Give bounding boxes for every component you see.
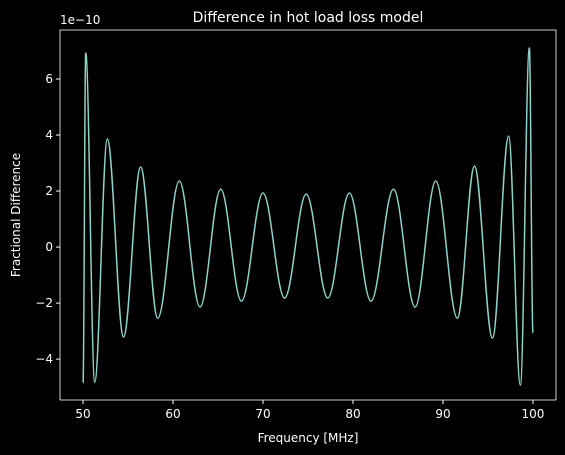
x-tick-label: 90	[435, 407, 450, 421]
chart-title: Difference in hot load loss model	[193, 10, 424, 26]
line-series	[82, 47, 534, 386]
x-axis-label: Frequency [MHz]	[258, 431, 359, 445]
y-tick-label: 6	[45, 72, 53, 86]
x-tick-label: 50	[75, 407, 90, 421]
x-tick-label: 60	[165, 407, 180, 421]
y-tick-label: 0	[45, 240, 53, 254]
x-tick-label: 70	[255, 407, 270, 421]
y-axis-label: Fractional Difference	[9, 153, 23, 277]
x-tick-label: 80	[345, 407, 360, 421]
plot-frame	[59, 29, 557, 401]
y-tick-label: −2	[35, 296, 53, 310]
y-tick-label: 2	[45, 184, 53, 198]
x-tick-label: 100	[522, 407, 545, 421]
y-tick-label: −4	[35, 352, 53, 366]
y-tick-label: 4	[45, 128, 53, 142]
y-offset-label: 1e−10	[60, 13, 100, 27]
